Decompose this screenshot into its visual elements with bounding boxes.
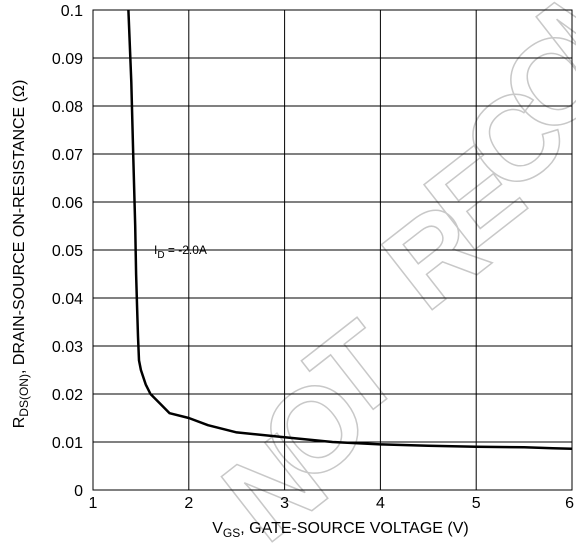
y-tick-label: 0.01 [52,435,83,452]
x-axis-label-rest: , GATE-SOURCE VOLTAGE (V) [240,520,468,537]
x-axis-label: VGS, GATE-SOURCE VOLTAGE (V) [212,520,468,540]
y-tick-label: 0.02 [52,387,83,404]
x-tick-label: 5 [472,495,481,512]
annotation-rest: = -2.0A [165,243,207,257]
y-tick-label: 0.1 [61,3,83,20]
x-tick-label: 2 [184,495,193,512]
x-tick-label: 1 [89,495,98,512]
y-tick-label: 0.09 [52,51,83,68]
annotation-main: I [154,243,157,257]
watermark: NOTRECOMMENDED [199,0,576,546]
x-tick-label: 6 [565,495,574,512]
y-tick-label: 0.03 [52,339,83,356]
x-axis-label-sub: GS [223,526,240,540]
x-tick-labels: 1 2 3 4 5 6 [89,495,575,512]
x-tick-label: 3 [280,495,289,512]
annotation-label: ID = -2.0A [154,243,207,261]
y-tick-label: 0.06 [52,195,83,212]
x-tick-label: 4 [376,495,385,512]
series-line [127,9,573,450]
y-tick-label: 0.08 [52,99,83,116]
y-axis-label-sub: DS(ON) [17,374,31,417]
x-axis-label-main: V [212,520,223,537]
annotation-sub: D [157,250,164,261]
plot-frame [92,9,573,491]
y-axis-label-main: R [11,417,28,429]
y-tick-labels: 0 0.01 0.02 0.03 0.04 0.05 0.06 0.07 0.08 0.09 0.1 [52,3,83,500]
y-tick-label: 0.05 [52,243,83,260]
y-tick-label: 0.04 [52,291,83,308]
y-tick-label: 0 [74,483,83,500]
y-tick-label: 0.07 [52,147,83,164]
y-axis-label: RDS(ON), DRAIN-SOURCE ON-RESISTANCE (Ω) [11,80,31,429]
y-axis-label-rest: , DRAIN-SOURCE ON-RESISTANCE (Ω) [11,80,28,374]
